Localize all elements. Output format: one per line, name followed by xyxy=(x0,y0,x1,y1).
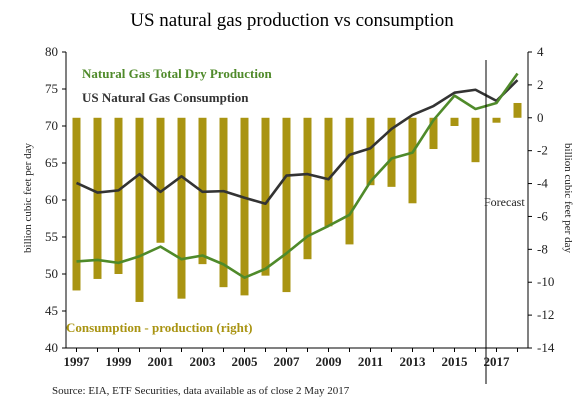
bar-2002 xyxy=(177,117,186,299)
bar-2013 xyxy=(408,117,417,204)
x-tick-label: 1999 xyxy=(106,354,133,369)
bar-1997 xyxy=(72,117,81,291)
left-tick-label: 65 xyxy=(45,155,58,170)
right-tick-label: 0 xyxy=(537,110,544,125)
bar-2000 xyxy=(135,117,144,302)
bar-series-consumption-minus-production xyxy=(72,102,522,302)
x-tick-label: 2001 xyxy=(148,354,174,369)
bar-2010 xyxy=(345,117,354,245)
line-production xyxy=(76,72,519,280)
bar-2008 xyxy=(303,117,312,260)
x-tick-label: 1997 xyxy=(64,354,91,369)
left-tick-label: 60 xyxy=(45,192,58,207)
bar-2016 xyxy=(471,117,480,163)
right-tick-label: -10 xyxy=(537,274,554,289)
x-tick-label: 2013 xyxy=(400,354,427,369)
line-series-group xyxy=(75,72,519,280)
left-tick-label: 70 xyxy=(45,118,58,133)
legend-consumption: US Natural Gas Consumption xyxy=(82,90,249,105)
x-tick-label: 2003 xyxy=(190,354,217,369)
bar-2017 xyxy=(492,117,501,123)
x-tick-label: 2017 xyxy=(484,354,511,369)
right-tick-label: -14 xyxy=(537,340,555,355)
left-tick-label: 80 xyxy=(45,44,58,59)
x-tick-label: 2005 xyxy=(232,354,259,369)
left-tick-label: 75 xyxy=(45,81,58,96)
line-consumption xyxy=(75,79,519,205)
legend-difference: Consumption - production (right) xyxy=(66,320,252,335)
left-tick-label: 55 xyxy=(45,229,58,244)
left-axis: 40 45 50 55 60 65 70 75 80 xyxy=(45,44,67,355)
right-tick-label: -6 xyxy=(537,208,548,223)
left-axis-label: billion cubic feet per day xyxy=(22,143,34,253)
right-axis-label: billion cubic feet per day xyxy=(562,143,574,253)
right-tick-label: 2 xyxy=(537,77,544,92)
left-tick-label: 40 xyxy=(45,340,58,355)
bar-2009 xyxy=(324,117,333,227)
bar-2005 xyxy=(240,117,249,296)
bar-2001 xyxy=(156,117,165,243)
bar-2012 xyxy=(387,117,396,187)
bar-2006 xyxy=(261,117,270,276)
x-tick-label: 2009 xyxy=(316,354,343,369)
left-tick-label: 50 xyxy=(45,266,58,281)
right-tick-label: -12 xyxy=(537,307,554,322)
bar-2018 xyxy=(513,102,522,118)
source-note: Source: EIA, ETF Securities, data availa… xyxy=(52,385,350,397)
x-tick-label: 2007 xyxy=(274,354,301,369)
forecast-label: Forecast xyxy=(484,195,525,209)
chart-title: US natural gas production vs consumption xyxy=(130,10,454,31)
bar-2014 xyxy=(429,117,438,150)
bar-2015 xyxy=(450,117,459,126)
right-axis: -14 -12 -10 -8 -6 -4 -2 0 2 4 xyxy=(527,44,555,355)
left-tick-label: 45 xyxy=(45,303,58,318)
bar-2011 xyxy=(366,117,375,186)
right-tick-label: -4 xyxy=(537,176,548,191)
bar-1998 xyxy=(93,117,102,279)
x-tick-label: 2015 xyxy=(442,354,469,369)
x-tick-label: 2011 xyxy=(358,354,383,369)
bar-1999 xyxy=(114,117,123,274)
bar-2007 xyxy=(282,117,291,293)
legend-production: Natural Gas Total Dry Production xyxy=(82,66,272,81)
bar-2004 xyxy=(219,117,228,288)
x-axis: 1997 1999 2001 2003 2005 2007 2009 2011 2013 2015… xyxy=(64,347,528,369)
right-tick-label: 4 xyxy=(537,44,544,59)
right-tick-label: -8 xyxy=(537,241,548,256)
right-tick-label: -2 xyxy=(537,143,548,158)
